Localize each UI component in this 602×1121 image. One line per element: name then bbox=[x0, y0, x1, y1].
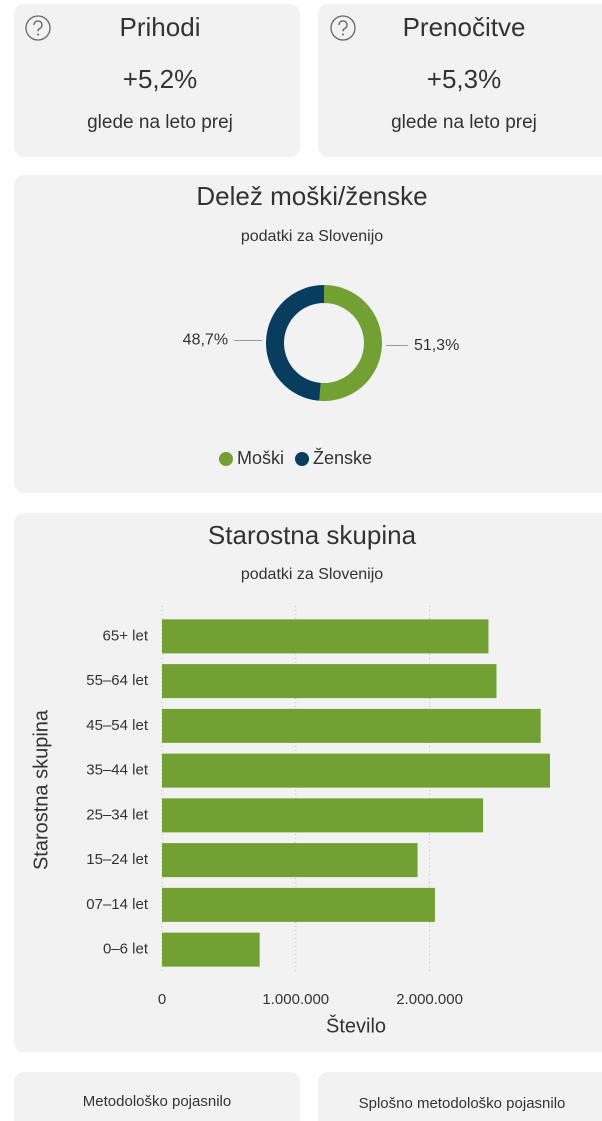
bar bbox=[162, 708, 541, 743]
kpi-card bbox=[14, 4, 300, 157]
chart-subtitle: podatki za Slovenijo bbox=[241, 228, 383, 245]
legend-swatch bbox=[295, 452, 310, 466]
data-label: 51,3% bbox=[414, 337, 459, 354]
x-tick-label: 2.000.000 bbox=[396, 991, 463, 1008]
chart-title: Delež moški/ženske bbox=[196, 181, 427, 211]
pie-slice bbox=[266, 284, 324, 401]
button[interactable] bbox=[318, 1072, 602, 1121]
bar bbox=[162, 798, 484, 833]
legend-label: Ženske bbox=[313, 448, 372, 468]
card-value: +5,2% bbox=[123, 64, 197, 94]
pie-card bbox=[14, 175, 602, 493]
button[interactable] bbox=[14, 1072, 300, 1121]
help-icon[interactable] bbox=[330, 15, 356, 41]
card-value: +5,3% bbox=[427, 64, 501, 94]
y-tick-label: 35–44 let bbox=[86, 762, 149, 779]
y-tick-label: 15–24 let bbox=[86, 851, 149, 868]
y-tick-label: 07–14 let bbox=[86, 896, 149, 913]
data-label: 48,7% bbox=[183, 332, 228, 349]
card-caption: glede na leto prej bbox=[391, 112, 537, 133]
y-tick-label: 0–6 let bbox=[103, 941, 149, 958]
y-axis-title: Starostna skupina bbox=[30, 709, 52, 870]
kpi-card bbox=[318, 4, 602, 157]
y-tick-label: 25–34 let bbox=[86, 806, 149, 823]
bar bbox=[162, 932, 260, 967]
x-tick-label: 0 bbox=[158, 991, 166, 1008]
card-title: Prenočitve bbox=[403, 12, 526, 42]
y-tick-label: 55–64 let bbox=[86, 672, 149, 689]
y-tick-label: 65+ let bbox=[103, 627, 149, 644]
x-tick-label: 1.000.000 bbox=[262, 991, 329, 1008]
button-label[interactable]: Splošno metodološko pojasnilo bbox=[359, 1095, 566, 1112]
card-caption: glede na leto prej bbox=[87, 112, 233, 133]
chart-title: Starostna skupina bbox=[208, 520, 417, 550]
help-icon[interactable] bbox=[25, 15, 51, 41]
bar bbox=[162, 753, 550, 788]
card-title: Prihodi bbox=[120, 12, 201, 42]
button-label[interactable]: Metodološko pojasnilo bbox=[83, 1093, 231, 1110]
legend-swatch bbox=[219, 452, 233, 466]
y-tick-label: 45–54 let bbox=[86, 717, 149, 734]
chart-subtitle: podatki za Slovenijo bbox=[241, 566, 383, 583]
bar bbox=[162, 887, 435, 922]
bar bbox=[162, 664, 497, 699]
pie-slice bbox=[319, 285, 383, 401]
bar bbox=[162, 619, 489, 654]
legend-label: Moški bbox=[237, 448, 284, 468]
bar bbox=[162, 843, 418, 878]
x-axis-title: Število bbox=[326, 1014, 386, 1037]
